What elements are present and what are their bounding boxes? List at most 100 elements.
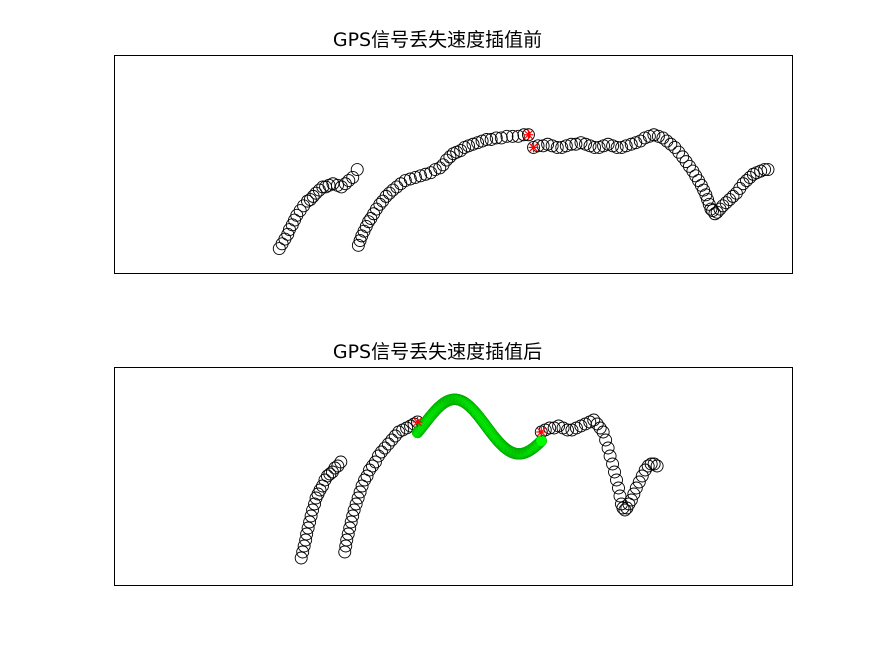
data-point [500,129,514,143]
gap-endpoint-marker [523,129,534,140]
data-point [378,441,392,455]
data-point [494,131,508,145]
data-point [340,533,354,547]
data-point [390,180,404,194]
data-point [761,163,775,176]
data-point [300,527,314,541]
data-point [342,174,356,188]
data-point [603,449,617,463]
data-point [349,497,363,511]
data-point [306,503,320,517]
data-point [398,174,412,188]
data-point [543,421,557,435]
data-point [650,459,664,473]
data-point [588,140,601,154]
data-point [301,521,315,535]
data-point [299,533,313,547]
data-point [351,491,365,505]
data-point [489,131,503,145]
data-point [599,433,613,447]
data-point [304,509,318,523]
data-point [370,202,383,216]
data-point [334,180,348,194]
data-point [656,131,670,145]
data-point [454,144,468,158]
data-point [376,194,390,208]
data-point [385,433,399,447]
data-point [676,150,690,164]
data-point [632,475,646,489]
data-point [341,527,355,541]
axes-after [114,367,793,586]
marks-after [294,393,664,565]
data-point [331,459,345,473]
data-point [668,140,682,154]
data-point [343,521,357,535]
data-point [587,413,601,427]
data-point [550,140,564,154]
data-point [644,457,658,471]
data-point [610,473,623,487]
data-point [373,197,387,211]
data-point [708,207,722,221]
data-point [758,163,772,176]
data-point [569,137,583,151]
data-point [366,459,379,473]
data-point [561,423,574,437]
data-point [443,150,457,164]
data-point [344,515,358,529]
data-point [593,421,607,435]
data-point [350,163,364,176]
data-point [635,469,649,483]
data-point [521,128,535,142]
data-point [297,539,311,553]
data-point [408,170,422,184]
data-point [608,465,621,479]
data-point [672,145,686,159]
data-point [334,455,348,469]
data-point [320,469,334,483]
data-point [627,487,641,501]
data-point [346,170,360,184]
data-point [613,489,627,503]
data-point [641,459,655,473]
chart-title-after: GPS信号丢失速度插值后 [332,341,543,363]
data-point [308,497,322,511]
gap-endpoint-marker [412,417,423,427]
gap-endpoint-marker [528,142,539,153]
data-point [704,202,718,216]
data-point [743,170,757,184]
data-point [433,161,447,175]
data-point [606,457,620,471]
marks-before [272,128,775,255]
data-point [360,469,374,483]
data-point [381,437,395,451]
data-point [294,551,308,565]
data-point [564,137,578,151]
data-point [436,158,450,172]
data-point [347,503,361,517]
data-point [369,455,382,469]
axes-before [114,55,793,274]
gap-endpoint-marker [536,427,547,437]
data-point [484,133,498,146]
data-point [679,155,693,169]
data-point [338,177,352,191]
data-point [647,457,661,471]
data-point [293,204,307,218]
data-point [683,159,696,173]
data-point [545,139,559,153]
data-point [559,139,573,153]
data-point [511,129,525,143]
data-point [403,172,417,186]
data-point [664,137,678,151]
data-point [374,445,388,459]
data-point [383,186,396,200]
data-point [612,481,625,495]
data-point [414,169,427,183]
data-point [660,134,674,148]
data-point [386,183,400,197]
data-point [726,189,740,203]
